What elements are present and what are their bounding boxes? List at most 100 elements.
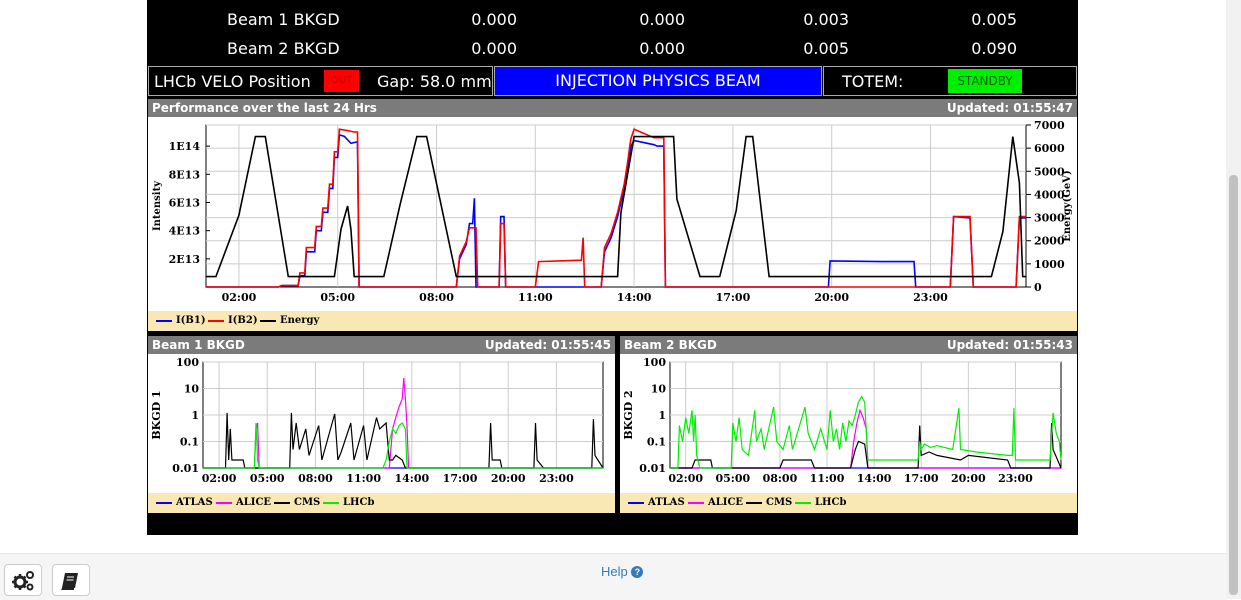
legend-item-energy: Energy (260, 311, 319, 331)
x-tick-label: 14:00 (857, 472, 892, 485)
row-value: 0.000 (471, 10, 517, 29)
settings-button[interactable] (4, 564, 42, 596)
y2-tick-label: 6000 (1034, 142, 1065, 155)
row-value: 0.090 (971, 39, 1017, 58)
y-tick-label: 1E14 (169, 140, 201, 153)
y2-tick-label: 7000 (1034, 119, 1065, 132)
panel-title: Beam 2 BKGD (624, 338, 717, 352)
x-tick-label: 14:00 (394, 472, 429, 485)
cogs-icon (12, 571, 34, 591)
lhc-page1-display: Beam 1 BKGD 0.000 0.000 0.003 0.005 Beam… (147, 0, 1078, 535)
x-tick-label: 17:00 (716, 291, 751, 304)
x-tick-label: 02:00 (222, 291, 257, 304)
x-tick-label: 23:00 (913, 291, 948, 304)
x-tick-label: 11:00 (810, 472, 845, 485)
legend-item-ib1: I(B1) (156, 311, 206, 331)
velo-label: LHCb VELO Position (154, 72, 311, 91)
row-value: 0.003 (803, 10, 849, 29)
legend-label: LHCb (815, 497, 847, 508)
row-value: 0.000 (639, 10, 685, 29)
y-axis-label: Intensity (152, 180, 163, 231)
panel-header: Performance over the last 24 Hrs Updated… (148, 99, 1077, 117)
legend-label: CMS (294, 497, 321, 508)
x-tick-label: 05:00 (715, 472, 750, 485)
row-value: 0.000 (471, 39, 517, 58)
y-axis-label: BKGD 2 (622, 390, 635, 439)
y-tick-label: 10 (184, 383, 200, 396)
totem-state-badge: STANDBY (948, 69, 1022, 93)
series-line-lhcb (670, 395, 1062, 469)
y-tick-label: 0.01 (639, 462, 666, 475)
legend-label: LHCb (343, 497, 375, 508)
gap-value: Gap: 58.0 mm (377, 72, 492, 91)
series-line-energy (206, 135, 1026, 278)
y-tick-label: 2E13 (169, 253, 200, 266)
performance-panel: Performance over the last 24 Hrs Updated… (148, 99, 1077, 331)
plot-area (205, 124, 1027, 288)
panel-updated: Updated: 01:55:45 (484, 338, 611, 352)
y2-tick-label: 4000 (1034, 188, 1065, 201)
y-tick-label: 8E13 (169, 168, 200, 181)
y-tick-label: 4E13 (169, 225, 200, 238)
question-circle-icon: ? (631, 566, 644, 578)
legend-label: ALICE (708, 497, 744, 508)
y2-tick-label: 3000 (1034, 212, 1065, 225)
beam1-bkgd-chart: 02:00 05:00 08:00 11:00 14:00 17:00 20:00 23:00… (150, 356, 604, 485)
beam2-bkgd-panel: Beam 2 BKGD Updated: 01:55:43 02:00 05:00… (620, 336, 1077, 513)
y2-axis-label: Energy(GeV) (1062, 170, 1073, 241)
x-tick-label: 11:00 (346, 472, 381, 485)
legend-label: Energy (280, 315, 320, 326)
x-tick-label: 05:00 (320, 291, 355, 304)
performance-chart: 02:00 05:00 08:00 11:00 14:00 17:00 20:00 23:00… (152, 119, 1073, 304)
y-tick-label: 6E13 (169, 196, 200, 209)
velo-cell: LHCb VELO Position OUT Gap: 58.0 mm (148, 66, 493, 96)
y2-tick-label: 1000 (1034, 258, 1065, 271)
scrollbar-thumb[interactable] (1229, 175, 1238, 595)
y-tick-label: 0.01 (172, 462, 199, 475)
beam1-legend: ATLAS ALICE CMS LHCb (148, 493, 615, 513)
legend-label: ATLAS (176, 497, 213, 508)
legend-label: CMS (766, 497, 793, 508)
legend-item-alice: ALICE (688, 493, 743, 513)
legend-item-ib2: I(B2) (208, 311, 258, 331)
series-line-lhcb (203, 422, 603, 469)
legend-item-alice: ALICE (216, 493, 271, 513)
x-tick-label: 08:00 (298, 472, 333, 485)
y2-tick-label: 2000 (1034, 235, 1065, 248)
panel-title: Performance over the last 24 Hrs (152, 101, 377, 115)
x-tick-label: 20:00 (491, 472, 526, 485)
performance-legend: I(B1) I(B2) Energy (148, 311, 1077, 331)
y-tick-label: 0.1 (647, 436, 666, 449)
x-tick-label: 05:00 (250, 472, 285, 485)
panel-title: Beam 1 BKGD (152, 338, 245, 352)
y-tick-label: 1 (191, 409, 199, 422)
y-tick-label: 100 (176, 356, 199, 369)
x-tick-label: 23:00 (539, 472, 574, 485)
y2-tick-label: 0 (1034, 281, 1042, 294)
page-scrollbar[interactable] (1226, 0, 1241, 599)
panel-header: Beam 2 BKGD Updated: 01:55:43 (620, 336, 1077, 354)
row-name: Beam 1 BKGD (227, 10, 340, 29)
status-bar: LHCb VELO Position OUT Gap: 58.0 mm INJE… (147, 65, 1078, 97)
footer-bar: Help ? (0, 553, 1226, 600)
help-label: Help (601, 564, 628, 579)
x-tick-label: 08:00 (419, 291, 454, 304)
beam2-bkgd-chart: 02:00 05:00 08:00 11:00 14:00 17:00 20:00 23:00… (622, 356, 1062, 485)
logbook-button[interactable] (52, 564, 90, 596)
legend-label: I(B1) (176, 315, 206, 326)
legend-item-lhcb: LHCb (795, 493, 846, 513)
row-value: 0.000 (639, 39, 685, 58)
y-tick-label: 10 (651, 383, 667, 396)
legend-item-lhcb: LHCb (323, 493, 374, 513)
beam1-bkgd-panel: Beam 1 BKGD Updated: 01:55:45 02:00 05:00… (148, 336, 615, 513)
y2-tick-label: 5000 (1034, 165, 1065, 178)
y-tick-label: 0.1 (180, 436, 199, 449)
legend-label: ALICE (236, 497, 272, 508)
legend-label: ATLAS (648, 497, 685, 508)
x-tick-label: 02:00 (202, 472, 237, 485)
x-tick-label: 23:00 (998, 472, 1033, 485)
help-link[interactable]: Help ? (601, 564, 644, 579)
legend-label: I(B2) (228, 315, 258, 326)
series-line-cms (670, 422, 1062, 469)
row-value: 0.005 (803, 39, 849, 58)
